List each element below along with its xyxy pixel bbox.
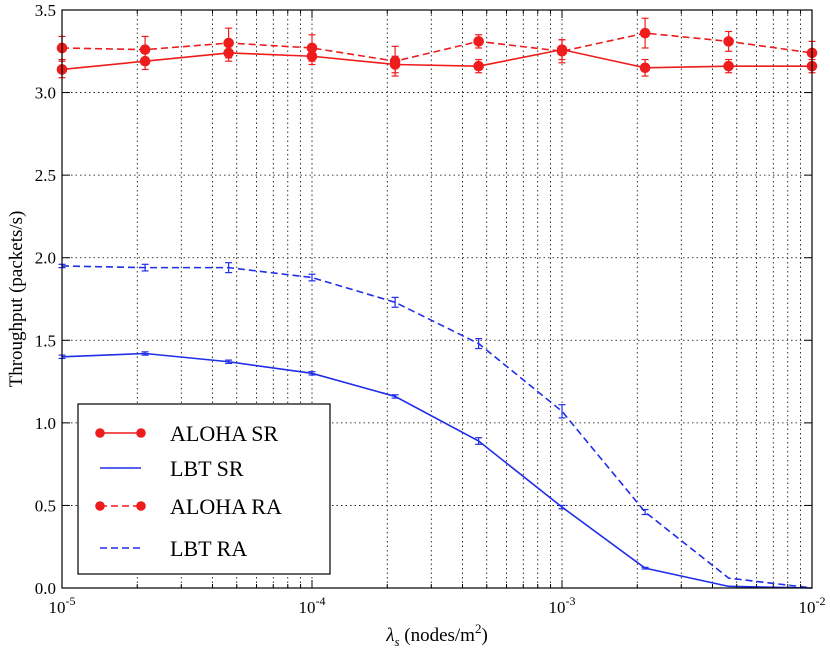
y-tick-label: 1.0 xyxy=(35,414,56,433)
y-tick-label: 3.0 xyxy=(35,84,56,103)
x-axis-title: λs (nodes/m2) xyxy=(385,621,488,649)
x-tick-base: 10 xyxy=(49,598,66,617)
x-tick-label: 10-5 xyxy=(49,594,76,617)
data-point-aloha-ra xyxy=(223,37,234,49)
x-tick-exponent: -3 xyxy=(566,594,576,608)
series-line-aloha-ra xyxy=(61,32,813,63)
legend-label-lbt-ra: LBT RA xyxy=(170,536,247,561)
data-point-aloha-sr xyxy=(639,62,651,74)
tick-layer: 0.00.51.01.52.02.53.03.510-5 10-4 10-3 10-2 xyxy=(35,1,826,617)
legend-marker-aloha-ra xyxy=(95,501,105,511)
x-tick-exponent: -4 xyxy=(316,594,326,608)
data-point-aloha-sr xyxy=(723,60,734,72)
series-line-aloha-sr xyxy=(61,48,812,71)
data-point-aloha-ra xyxy=(306,42,318,54)
x-tick-label: 10-3 xyxy=(549,594,576,617)
legend: ALOHA SR LBT SR ALOHA RA LBT RA xyxy=(77,403,331,575)
legend-label-aloha-sr: ALOHA SR xyxy=(170,421,279,446)
legend-marker-aloha-sr xyxy=(95,428,105,438)
y-axis-title: Throughput (packets/s) xyxy=(6,211,27,388)
x-axis-symbol: λ xyxy=(385,625,394,646)
data-point-aloha-ra xyxy=(389,55,401,67)
x-tick-base: 10 xyxy=(549,598,566,617)
series-line-lbt-ra xyxy=(61,265,813,589)
x-tick-label: 10-2 xyxy=(799,594,826,617)
data-point-aloha-ra xyxy=(723,36,734,47)
data-point-aloha-ra xyxy=(556,45,568,57)
x-axis-units-exp: 2 xyxy=(475,621,482,636)
y-tick-label: 2.0 xyxy=(35,249,56,268)
x-tick-base: 10 xyxy=(299,598,316,617)
legend-label-lbt-sr: LBT SR xyxy=(170,456,244,481)
data-point-aloha-ra xyxy=(139,44,151,55)
x-tick-exponent: -5 xyxy=(66,594,76,608)
y-tick-label: 3.5 xyxy=(35,1,56,20)
x-axis-units: (nodes/m xyxy=(400,625,476,646)
data-point-aloha-ra xyxy=(639,27,651,39)
legend-marker-aloha-ra xyxy=(136,501,146,511)
x-tick-label: 10-4 xyxy=(299,594,326,617)
data-point-aloha-sr xyxy=(473,60,484,72)
x-tick-base: 10 xyxy=(799,598,816,617)
y-tick-label: 2.5 xyxy=(35,166,56,185)
y-tick-label: 0.0 xyxy=(35,579,56,598)
legend-label-aloha-ra: ALOHA RA xyxy=(170,494,282,519)
series-line-lbt-sr xyxy=(61,352,813,589)
y-tick-label: 1.5 xyxy=(35,331,56,350)
data-point-aloha-ra xyxy=(473,36,484,47)
x-axis-units-close: ) xyxy=(481,625,487,646)
y-tick-label: 0.5 xyxy=(35,496,56,515)
legend-marker-aloha-sr xyxy=(136,428,146,438)
x-tick-exponent: -2 xyxy=(816,594,826,608)
x-axis-subscript: s xyxy=(394,634,399,649)
plot-frame xyxy=(61,9,813,589)
series-layer xyxy=(56,17,818,589)
